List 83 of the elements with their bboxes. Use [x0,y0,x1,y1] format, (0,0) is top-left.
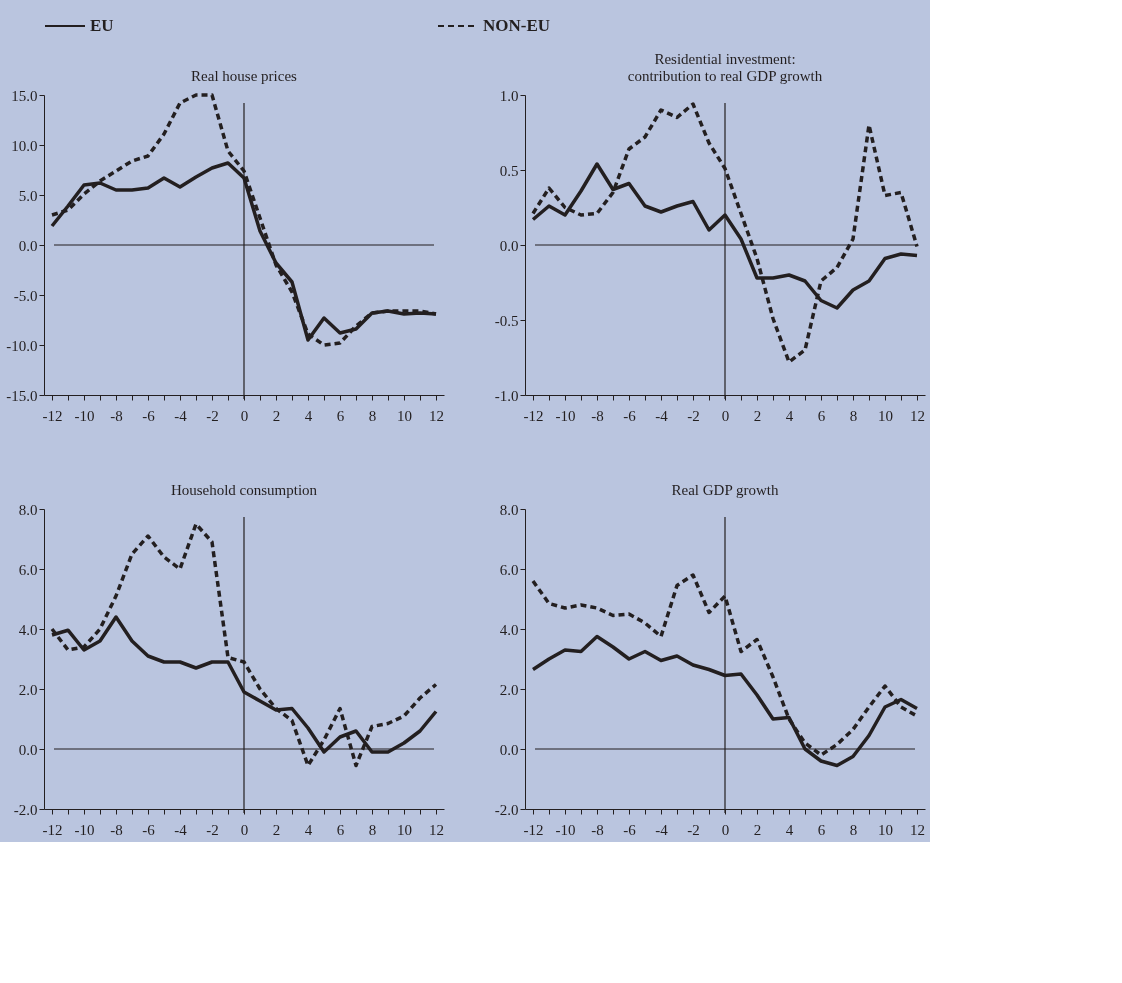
x-tick-label: 0 [240,821,249,838]
chart-title: Real house prices [191,68,298,84]
x-tick-label: -12 [523,821,544,838]
x-tick-label: -12 [42,407,63,424]
x-tick-label: 0 [240,407,249,424]
x-tick-label: 8 [849,821,858,838]
y-tick-label: 4.0 [18,621,38,638]
x-tick-label: -4 [655,407,669,424]
y-tick-label: 0.0 [18,741,38,758]
x-tick-label: 6 [336,407,345,424]
x-tick-label: 2 [753,407,762,424]
x-tick-label: 12 [429,821,444,838]
y-tick-label: 2.0 [18,681,38,698]
y-tick-label: 15.0 [11,87,38,104]
x-tick-label: 8 [368,407,377,424]
x-tick-label: 10 [397,407,412,424]
y-tick-label: 0.0 [18,237,38,254]
x-tick-label: 2 [753,821,762,838]
legend-label: NON-EU [483,16,551,35]
x-tick-label: -10 [74,821,95,838]
y-tick-label: 6.0 [18,561,38,578]
text: Residential investment: [654,51,796,67]
y-tick-label: -2.0 [494,801,519,818]
y-tick-label: 0.5 [499,162,519,179]
x-tick-label: -2 [206,821,219,838]
y-tick-label: 10.0 [11,137,38,154]
x-tick-label: -4 [174,407,188,424]
y-tick-label: -10.0 [6,337,38,354]
x-tick-label: -4 [174,821,188,838]
y-tick-label: 2.0 [499,681,519,698]
x-tick-label: 6 [336,821,345,838]
text: contribution to real GDP growth [627,68,823,84]
y-tick-label: -15.0 [6,387,38,404]
x-tick-label: -12 [523,407,544,424]
x-tick-label: 10 [397,821,412,838]
legend-label: EU [90,16,114,35]
x-tick-label: 6 [817,821,826,838]
y-tick-label: 1.0 [499,87,519,104]
y-tick-label: 4.0 [499,621,519,638]
x-tick-label: -8 [110,407,123,424]
x-tick-label: 0 [721,407,730,424]
x-tick-label: 10 [878,407,893,424]
x-tick-label: -4 [655,821,669,838]
x-tick-label: 12 [429,407,444,424]
x-tick-label: -6 [623,821,637,838]
x-tick-label: -8 [591,821,604,838]
y-tick-label: -1.0 [494,387,519,404]
x-tick-label: 12 [910,821,925,838]
x-tick-label: -6 [142,407,156,424]
chart-title: Household consumption [170,482,318,498]
x-tick-label: -2 [687,407,700,424]
y-tick-label: 0.0 [499,741,519,758]
x-tick-label: 4 [785,407,794,424]
x-tick-label: 10 [878,821,893,838]
y-tick-label: -0.5 [494,312,519,329]
x-tick-label: -6 [142,821,156,838]
x-tick-label: 2 [272,821,281,838]
x-tick-label: -10 [74,407,95,424]
x-tick-label: -8 [591,407,604,424]
x-tick-label: 6 [817,407,826,424]
x-tick-label: 8 [849,407,858,424]
x-tick-label: -10 [555,821,576,838]
chart-title: Real GDP growth [671,482,779,498]
x-tick-label: -2 [206,407,219,424]
x-tick-label: 2 [272,407,281,424]
y-tick-label: -2.0 [13,801,38,818]
x-tick-label: 4 [785,821,794,838]
y-tick-label: 8.0 [18,501,38,518]
x-tick-label: -12 [42,821,63,838]
x-tick-label: -10 [555,407,576,424]
x-tick-label: 8 [368,821,377,838]
x-tick-label: -6 [623,407,637,424]
x-tick-label: 4 [304,821,313,838]
y-tick-label: -5.0 [13,287,38,304]
x-tick-label: -2 [687,821,700,838]
x-tick-label: 0 [721,821,730,838]
x-tick-label: 12 [910,407,925,424]
x-tick-label: -8 [110,821,123,838]
y-tick-label: 6.0 [499,561,519,578]
y-tick-label: 0.0 [499,237,519,254]
y-tick-label: 8.0 [499,501,519,518]
x-tick-label: 4 [304,407,313,424]
y-tick-label: 5.0 [18,187,38,204]
